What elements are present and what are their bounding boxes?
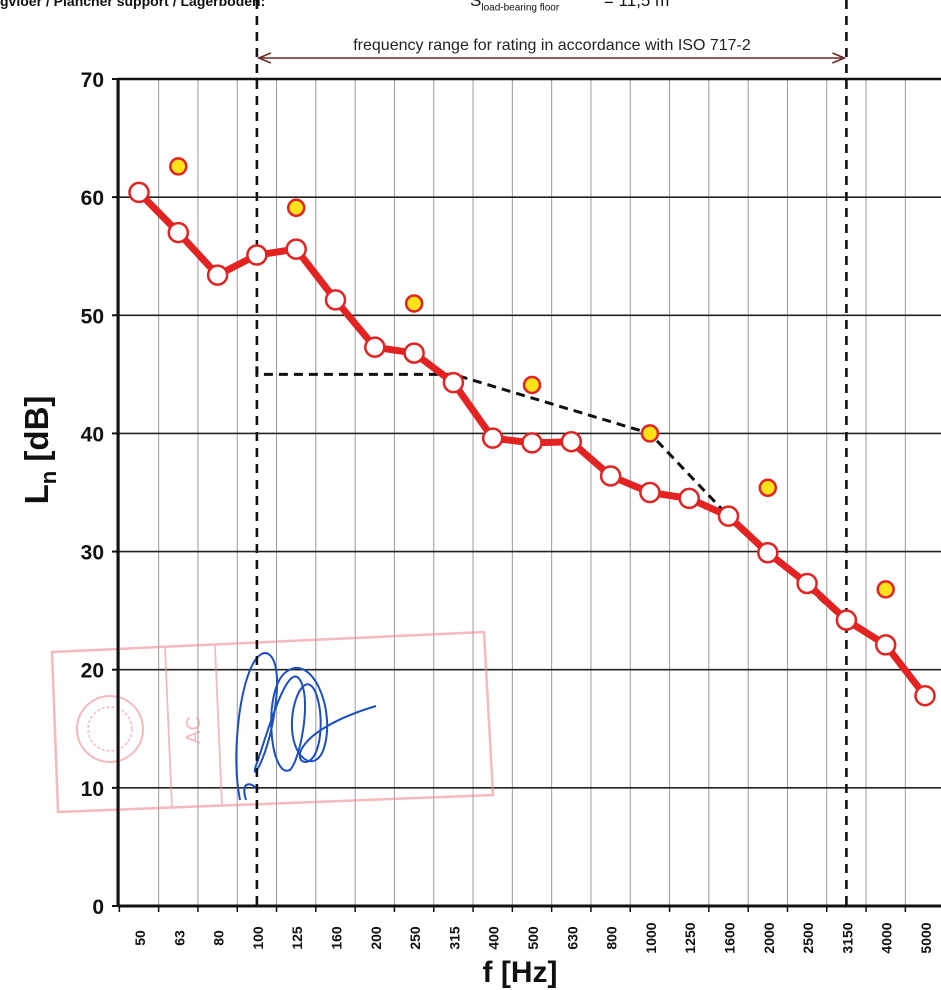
range-arrow-head-left — [256, 52, 272, 64]
x-tick-label: 250 — [407, 926, 423, 950]
x-tick-label: 400 — [486, 926, 502, 950]
y-tick-label: 70 — [81, 69, 104, 92]
x-tick-label: 200 — [368, 926, 384, 950]
yellow-dot-series — [169, 157, 895, 599]
x-tick-label: 630 — [564, 926, 580, 950]
x-tick-label: 1000 — [643, 922, 659, 953]
axes: 0 10 20 30 40 50 60 70 50 63 80 100 125 160 200 250 315 4… — [81, 69, 941, 954]
x-tick-label: 1600 — [722, 922, 738, 953]
y-tick-label: 0 — [92, 896, 104, 919]
x-tick-label: 100 — [250, 926, 266, 950]
yellow-dot-point — [640, 424, 660, 443]
x-tick-label: 5000 — [918, 922, 934, 953]
measured-point — [914, 684, 936, 707]
measured-point — [364, 336, 386, 358]
measured-point — [874, 634, 897, 656]
x-tick-label: 2500 — [800, 922, 816, 953]
header-right-subscript: load-bearing floor — [481, 2, 560, 14]
measured-point — [324, 289, 347, 311]
x-tick-label: 3150 — [839, 922, 855, 953]
measured-point — [796, 572, 818, 595]
measured-point — [639, 481, 661, 504]
y-tick-label: 40 — [81, 423, 104, 446]
x-tick-label: 1250 — [682, 922, 698, 953]
y-tick-label: 10 — [81, 778, 104, 801]
plot-area — [118, 79, 941, 906]
y-axis-label-sub: n — [36, 471, 61, 484]
measured-point — [403, 342, 425, 364]
x-tick-label: 315 — [446, 926, 462, 950]
x-tick-label: 800 — [604, 926, 620, 950]
header-right-value: = 11,5 m — [603, 0, 670, 10]
header-left-label: gvloer / Plancher support / Lagerboden: — [0, 0, 266, 9]
x-tick-label: 4000 — [879, 922, 895, 953]
measured-series — [128, 181, 936, 707]
range-arrow-head-right — [832, 52, 847, 64]
y-axis-label-unit: [dB] — [18, 396, 55, 471]
y-axis-label: Ln [dB] — [18, 396, 61, 505]
x-tick-label: 2000 — [761, 922, 777, 953]
y-tick-label: 20 — [81, 660, 104, 683]
x-tick-label: 160 — [329, 926, 345, 950]
x-axis-label: f [Hz] — [483, 956, 558, 989]
measured-point — [246, 244, 268, 266]
rating-range-markers — [255, 0, 848, 906]
x-tick-label: 50 — [132, 930, 148, 946]
x-tick-label: 500 — [525, 926, 541, 950]
measured-point — [835, 609, 858, 631]
yellow-dot-point — [404, 294, 424, 313]
measured-point — [678, 487, 700, 510]
rating-range-arrow — [256, 52, 847, 64]
measured-point — [521, 432, 543, 454]
measured-point — [442, 371, 465, 394]
measured-point — [481, 427, 504, 449]
grid — [118, 78, 941, 907]
yellow-dot-point — [522, 375, 542, 395]
measured-point — [757, 542, 779, 564]
measured-point — [599, 465, 622, 487]
x-tick-label: 125 — [289, 926, 305, 950]
y-tick-label: 50 — [81, 305, 104, 328]
x-tick-label: 80 — [211, 930, 227, 946]
certification-stamp: AC — [50, 630, 495, 814]
y-axis-label-main: L — [18, 484, 55, 504]
range-annotation: frequency range for rating in accordance… — [353, 37, 751, 54]
measured-point — [560, 430, 583, 453]
yellow-dot-point — [758, 478, 778, 498]
measured-point — [285, 238, 307, 260]
measured-point — [717, 505, 740, 527]
stamp-label: AC — [183, 716, 205, 744]
yellow-dot-point — [286, 198, 306, 218]
measured-point — [206, 264, 229, 286]
measured-point — [128, 181, 150, 204]
y-tick-label: 60 — [81, 187, 104, 210]
yellow-dot-point — [169, 157, 188, 176]
yellow-dot-point — [876, 580, 895, 599]
y-tick-label: 30 — [81, 542, 104, 565]
header-right-label: Sload-bearing floor = 11,5 m — [470, 0, 669, 13]
measured-point — [167, 221, 190, 244]
x-tick-label: 63 — [171, 930, 187, 946]
header-right-symbol: S — [470, 0, 482, 10]
